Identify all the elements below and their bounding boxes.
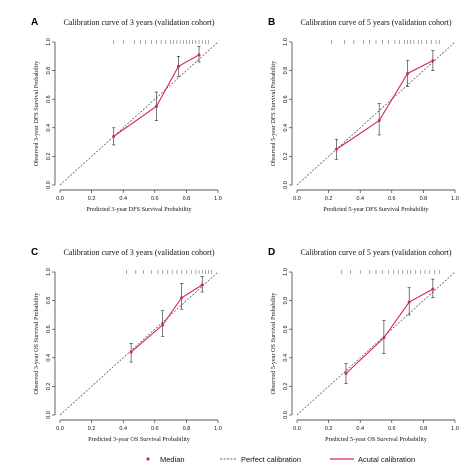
panel-title: Calibration curve of 3 years (validation… bbox=[63, 18, 214, 27]
y-tick-label: 0.8 bbox=[283, 297, 289, 305]
perfect-calibration-line bbox=[59, 41, 219, 186]
legend-actual-label: Acutal calibration bbox=[358, 455, 415, 464]
perfect-calibration-line bbox=[296, 271, 456, 416]
y-tick-label: 0.2 bbox=[283, 383, 289, 391]
actual-calibration-line bbox=[345, 288, 434, 374]
x-tick-label: 0.6 bbox=[151, 196, 159, 202]
y-tick-label: 0.0 bbox=[46, 411, 52, 419]
x-tick-label: 0.8 bbox=[183, 196, 191, 202]
x-tick-label: 0.0 bbox=[56, 196, 64, 202]
x-tick-label: 0.8 bbox=[420, 426, 428, 432]
actual-calibration-line bbox=[113, 54, 200, 137]
panel-letter: D bbox=[268, 247, 275, 258]
median-point bbox=[154, 104, 158, 108]
x-tick-label: 0.8 bbox=[420, 196, 428, 202]
x-tick-label: 0.0 bbox=[293, 196, 301, 202]
perfect-calibration-line bbox=[59, 271, 219, 416]
x-tick-label: 1.0 bbox=[451, 196, 459, 202]
calibration-panel-b: B Calibration curve of 5 years (validatio… bbox=[268, 17, 459, 213]
y-tick-label: 0.4 bbox=[283, 354, 289, 362]
y-tick-label: 0.6 bbox=[283, 325, 289, 333]
x-tick-label: 1.0 bbox=[214, 196, 222, 202]
y-tick-label: 0.2 bbox=[46, 153, 52, 161]
y-tick-label: 0.8 bbox=[283, 67, 289, 75]
actual-calibration-line bbox=[130, 284, 203, 353]
median-point bbox=[112, 134, 116, 138]
y-tick-label: 0.0 bbox=[283, 181, 289, 189]
y-tick-label: 0.4 bbox=[283, 124, 289, 132]
panel-title: Calibration curve of 5 years (validation… bbox=[300, 248, 451, 257]
y-tick-label: 0.0 bbox=[46, 181, 52, 189]
y-axis-label: Observed 3-year OS Survival Probability bbox=[33, 292, 40, 395]
y-tick-label: 0.8 bbox=[46, 67, 52, 75]
x-tick-label: 0.4 bbox=[356, 196, 364, 202]
median-point bbox=[407, 300, 411, 304]
median-point bbox=[335, 147, 338, 151]
x-tick-label: 0.2 bbox=[325, 426, 333, 432]
legend-median-label: Median bbox=[160, 455, 185, 464]
x-axis-label: Predicted 5-year OS Survival Probability bbox=[325, 436, 428, 443]
median-point bbox=[382, 336, 386, 340]
y-tick-label: 0.6 bbox=[283, 95, 289, 103]
x-tick-label: 1.0 bbox=[451, 426, 459, 432]
legend-median-marker bbox=[146, 457, 150, 461]
y-axis-label: Observed 3-year DFS Survival Probability bbox=[33, 60, 40, 166]
x-tick-label: 0.6 bbox=[388, 426, 396, 432]
x-tick-label: 0.6 bbox=[151, 426, 159, 432]
x-tick-label: 0.2 bbox=[88, 426, 96, 432]
y-tick-label: 0.2 bbox=[46, 383, 52, 391]
panel-title: Calibration curve of 3 years (validation… bbox=[63, 248, 214, 257]
calibration-panel-d: D Calibration curve of 5 years (validatio… bbox=[268, 247, 459, 443]
y-axis-label: Observed 5-year OS Survival Probability bbox=[270, 292, 277, 395]
median-point bbox=[129, 350, 133, 354]
x-tick-label: 0.0 bbox=[293, 426, 301, 432]
median-point bbox=[431, 59, 435, 63]
panel-title: Calibration curve of 5 years (validation… bbox=[300, 18, 451, 27]
median-point bbox=[377, 119, 381, 123]
panel-letter: C bbox=[31, 247, 38, 258]
y-tick-label: 1.0 bbox=[283, 268, 289, 276]
y-tick-label: 0.4 bbox=[46, 354, 52, 362]
x-tick-label: 0.2 bbox=[88, 196, 96, 202]
median-point bbox=[344, 372, 348, 376]
y-tick-label: 1.0 bbox=[46, 268, 52, 276]
y-tick-label: 1.0 bbox=[46, 38, 52, 46]
x-tick-label: 0.6 bbox=[388, 196, 396, 202]
x-tick-label: 0.2 bbox=[325, 196, 333, 202]
x-tick-label: 0.0 bbox=[56, 426, 64, 432]
y-axis-label: Observed 5-year DFS Survival Probability bbox=[270, 60, 277, 166]
y-tick-label: 1.0 bbox=[283, 38, 289, 46]
y-tick-label: 0.6 bbox=[46, 325, 52, 333]
x-axis-label: Predicted 3-year DFS Survival Probabilit… bbox=[86, 206, 192, 213]
median-point bbox=[180, 296, 184, 300]
median-point bbox=[431, 287, 435, 291]
calibration-panel-a: A Calibration curve of 3 years (validatio… bbox=[31, 17, 222, 213]
actual-calibration-line bbox=[336, 60, 434, 150]
perfect-calibration-line bbox=[296, 41, 456, 186]
y-tick-label: 0.6 bbox=[46, 95, 52, 103]
median-point bbox=[406, 71, 410, 75]
panel-letter: A bbox=[31, 17, 38, 28]
legend: Median Perfect calibration Acutal calibr… bbox=[146, 455, 415, 464]
x-tick-label: 0.4 bbox=[356, 426, 364, 432]
legend-perfect-label: Perfect calibration bbox=[241, 455, 301, 464]
y-tick-label: 0.8 bbox=[46, 297, 52, 305]
x-axis-label: Predicted 5-year DFS Survival Probabilit… bbox=[323, 206, 429, 213]
median-point bbox=[197, 53, 201, 57]
y-tick-label: 0.0 bbox=[283, 411, 289, 419]
y-tick-label: 0.2 bbox=[283, 153, 289, 161]
y-tick-label: 0.4 bbox=[46, 124, 52, 132]
x-tick-label: 0.4 bbox=[119, 426, 127, 432]
x-tick-label: 1.0 bbox=[214, 426, 222, 432]
x-tick-label: 0.4 bbox=[119, 196, 127, 202]
median-point bbox=[161, 323, 165, 327]
x-tick-label: 0.8 bbox=[183, 426, 191, 432]
median-point bbox=[200, 283, 204, 287]
x-axis-label: Predicted 3-year OS Survival Probability bbox=[88, 436, 191, 443]
median-point bbox=[177, 64, 180, 68]
panel-letter: B bbox=[268, 17, 275, 28]
calibration-panel-c: C Calibration curve of 3 years (validatio… bbox=[31, 247, 222, 443]
